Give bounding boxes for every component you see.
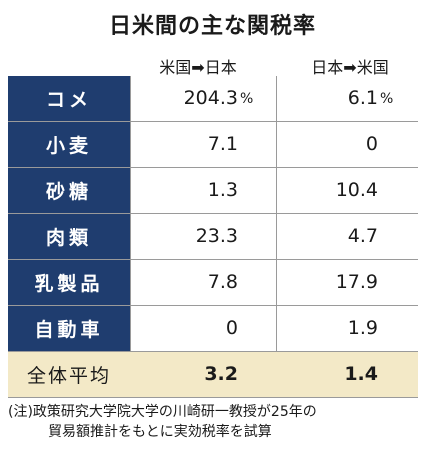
value-us-to-japan: 23.3 (195, 225, 238, 247)
column-header-us-to-japan: 米国➡日本 (159, 58, 237, 77)
row-label: 小麦 (8, 122, 130, 167)
value-japan-to-us: 4.7 (347, 225, 378, 247)
value-japan-to-us: 0 (365, 133, 378, 155)
row-divider (8, 121, 418, 122)
row-label: 自動車 (8, 306, 130, 351)
table-row: 砂糖 1.3 10.4 (8, 168, 418, 213)
value-us-to-japan: 3.2 (204, 363, 238, 385)
value-us-to-japan: 7.8 (207, 271, 238, 293)
value-us-to-japan: 7.1 (207, 133, 238, 155)
average-label: 全体平均 (8, 352, 130, 397)
value-japan-to-us: 1.4 (344, 363, 378, 385)
row-label: 砂糖 (8, 168, 130, 213)
row-divider (8, 305, 418, 306)
value-us-to-japan: 0 (225, 317, 238, 339)
value-us-to-japan: 204.3 (183, 87, 238, 109)
row-divider (8, 167, 418, 168)
value-us-to-japan: 1.3 (207, 179, 238, 201)
footnote-line-1: (注)政策研究大学院大学の川崎研一教授が25年の (8, 404, 317, 420)
row-divider (8, 397, 418, 398)
table-row: 肉類 23.3 4.7 (8, 214, 418, 259)
value-japan-to-us: 6.1 (347, 87, 378, 109)
unit-label: % (240, 91, 254, 107)
row-label: 乳製品 (8, 260, 130, 305)
row-label: コメ (8, 76, 130, 121)
footnote: (注)政策研究大学院大学の川崎研一教授が25年の 貿易額推計をもとに実効税率を試… (8, 402, 420, 442)
table-row: コメ 204.3 6.1%% (8, 76, 418, 121)
column-separator (130, 76, 131, 396)
row-divider (8, 259, 418, 260)
row-divider (8, 351, 418, 352)
footnote-line-2: 貿易額推計をもとに実効税率を試算 (48, 424, 272, 440)
value-japan-to-us: 10.4 (335, 179, 378, 201)
table-row: 小麦 7.1 0 (8, 122, 418, 167)
row-divider (8, 213, 418, 214)
table-row: 乳製品 7.8 17.9 (8, 260, 418, 305)
unit-label: % (380, 91, 394, 107)
value-japan-to-us: 17.9 (335, 271, 378, 293)
value-japan-to-us: 1.9 (347, 317, 378, 339)
average-row: 全体平均 3.2 1.4 (8, 352, 418, 397)
row-label: 肉類 (8, 214, 130, 259)
column-separator (276, 76, 277, 396)
column-header-japan-to-us: 日本➡米国 (311, 58, 389, 77)
chart-title: 日米間の主な関税率 (108, 14, 316, 39)
table-row: 自動車 0 1.9 (8, 306, 418, 351)
